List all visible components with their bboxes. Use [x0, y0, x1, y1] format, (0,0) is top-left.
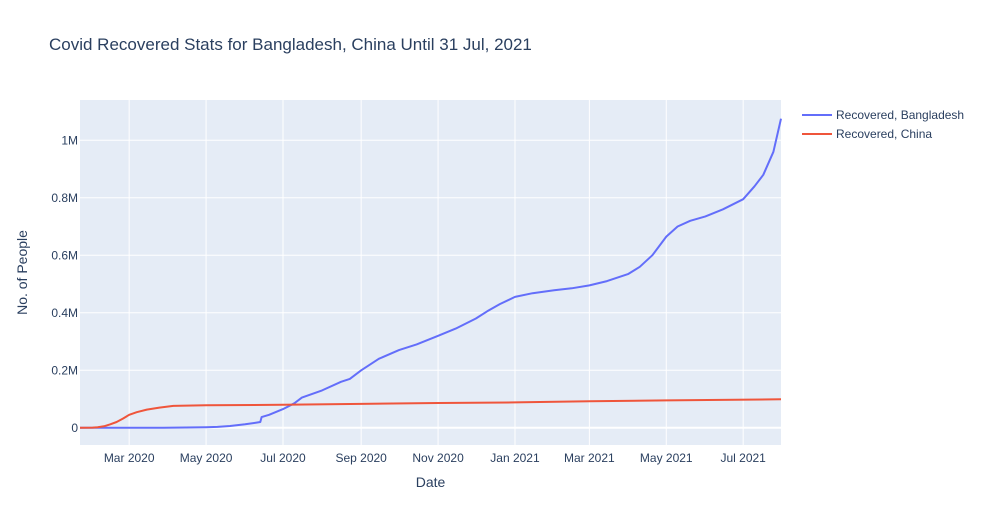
legend-item-recovered-china[interactable]: Recovered, China [802, 127, 932, 141]
x-axis-ticks: Mar 2020 May 2020 Jul 2020 Sep 2020 Nov 2020… [104, 451, 766, 465]
x-tick-label: Mar 2021 [564, 451, 615, 465]
grid-lines [80, 100, 781, 445]
y-tick-label: 0.4M [51, 306, 78, 320]
x-tick-label: May 2021 [640, 451, 693, 465]
x-tick-label: May 2020 [180, 451, 233, 465]
y-axis-title: No. of People [14, 230, 30, 315]
y-tick-label: 0.6M [51, 248, 78, 262]
x-tick-label: Nov 2020 [412, 451, 464, 465]
y-tick-label: 0.8M [51, 191, 78, 205]
legend[interactable]: Recovered, Bangladesh Recovered, China [802, 108, 964, 141]
series-line-recovered-china [79, 398, 782, 429]
x-tick-label: Sep 2020 [335, 451, 387, 465]
legend-label: Recovered, China [836, 127, 932, 141]
y-axis-ticks: 0 0.2M 0.4M 0.6M 0.8M 1M [51, 133, 78, 435]
x-tick-label: Jul 2020 [260, 451, 306, 465]
x-tick-label: Jul 2021 [720, 451, 766, 465]
plot-area [80, 100, 781, 445]
y-tick-label: 1M [61, 133, 78, 147]
y-tick-label: 0 [71, 421, 78, 435]
x-tick-label: Mar 2020 [104, 451, 155, 465]
legend-item-recovered-bangladesh[interactable]: Recovered, Bangladesh [802, 108, 964, 122]
y-tick-label: 0.2M [51, 363, 78, 377]
x-tick-label: Jan 2021 [490, 451, 540, 465]
x-axis-title: Date [416, 474, 446, 490]
chart-title: Covid Recovered Stats for Bangladesh, Ch… [49, 35, 532, 54]
legend-label: Recovered, Bangladesh [836, 108, 964, 122]
series-line-recovered-bangladesh [80, 118, 782, 429]
series-lines [79, 118, 782, 429]
